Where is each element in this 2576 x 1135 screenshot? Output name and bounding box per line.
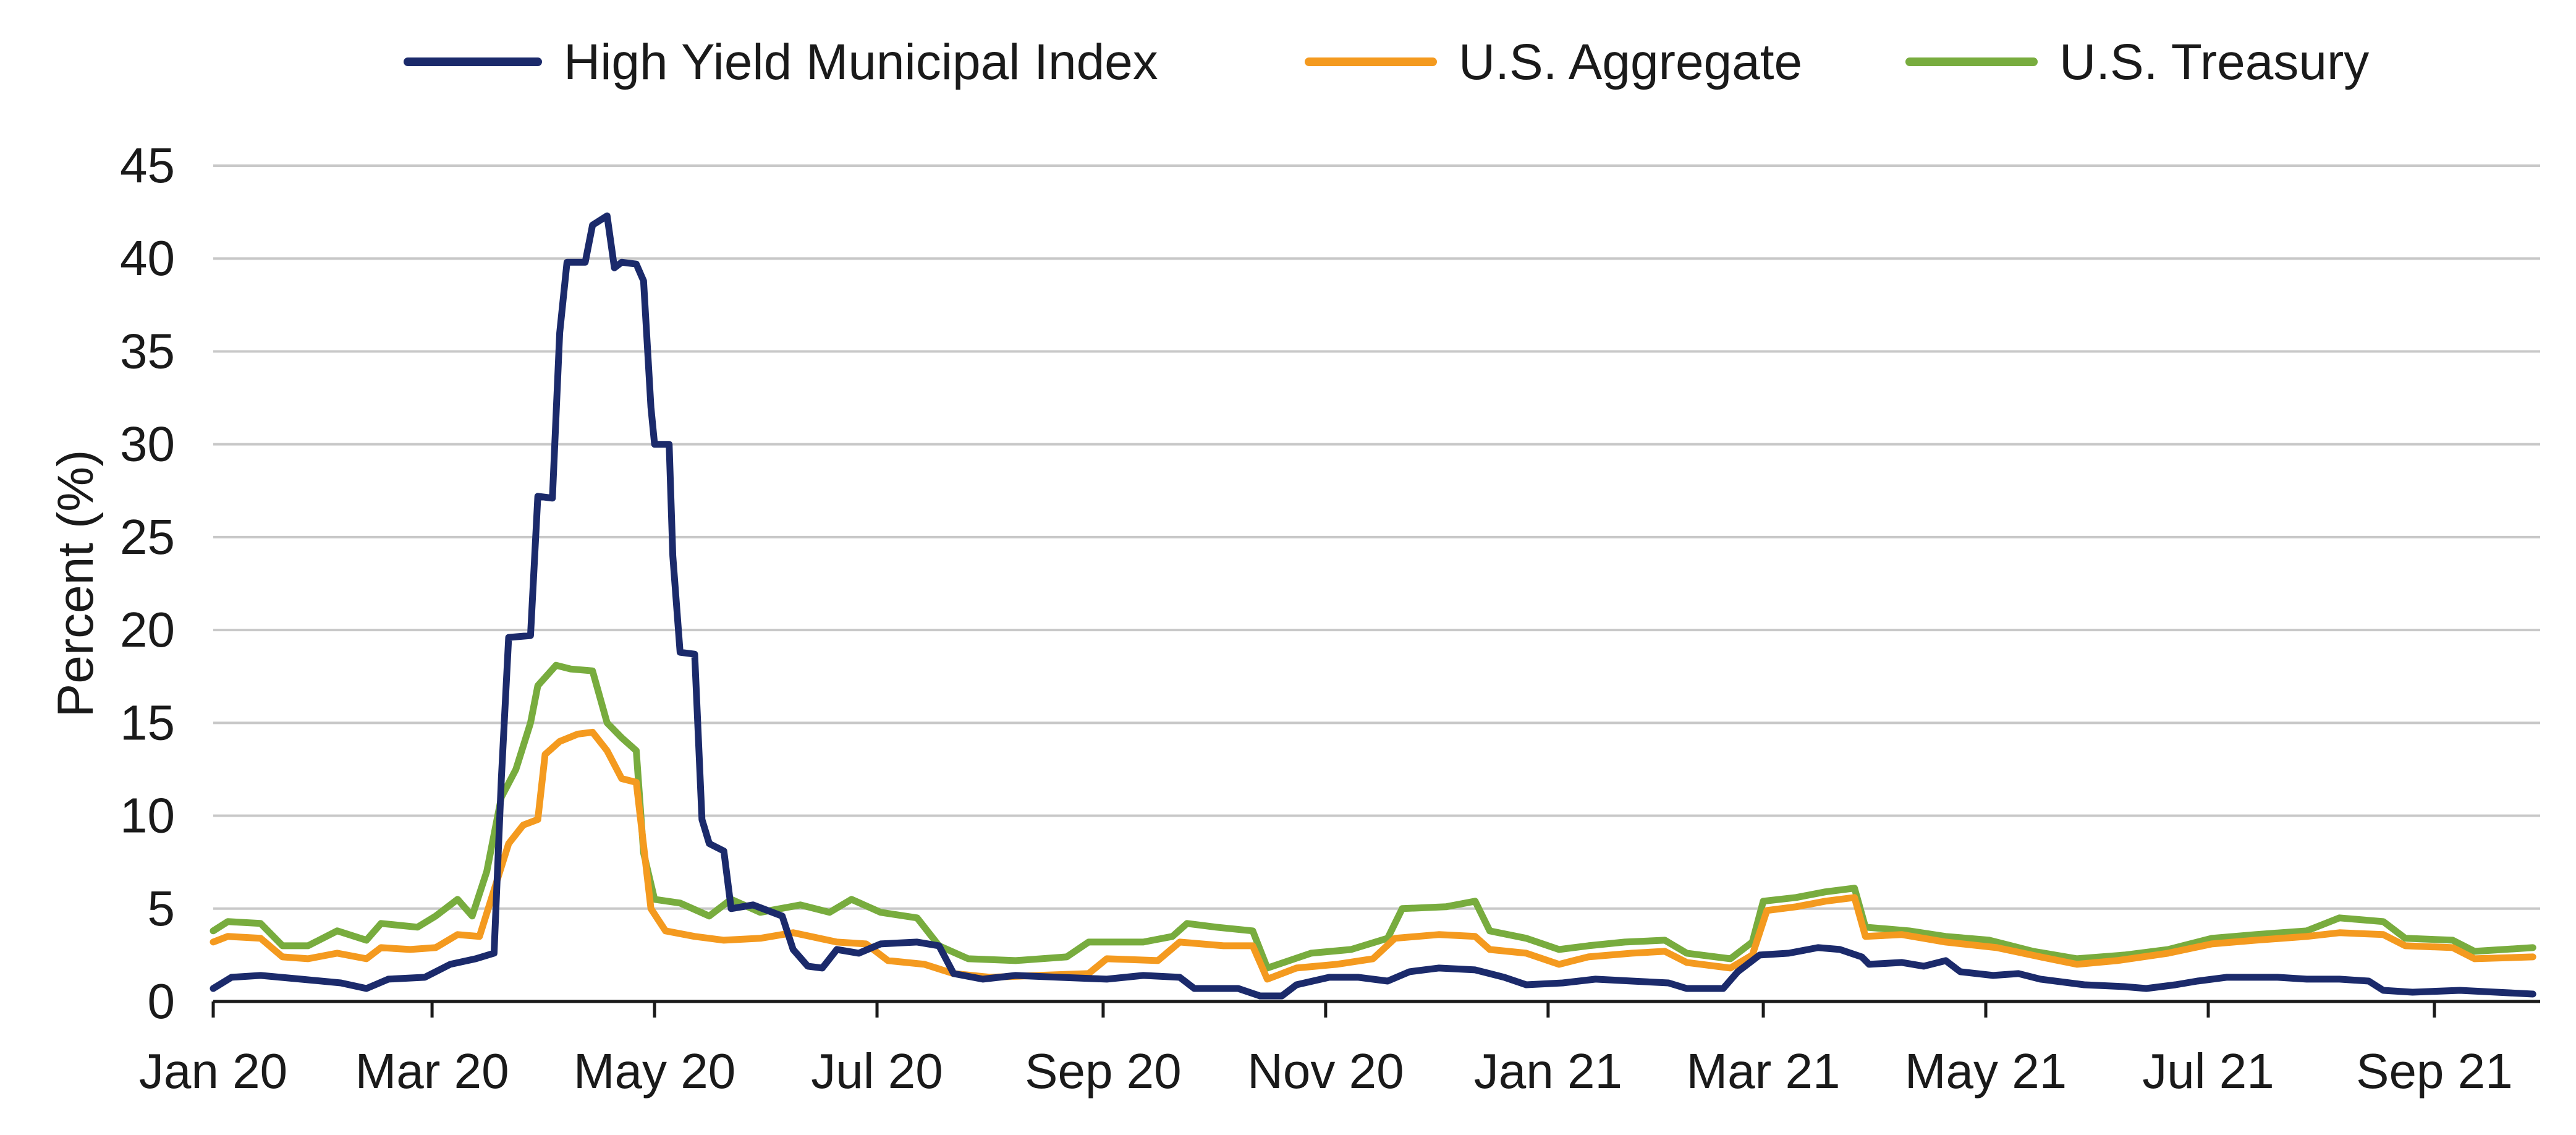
- x-tick-label: Jul 21: [2142, 1044, 2274, 1099]
- chart-series: [210, 212, 2536, 1000]
- y-axis-label: Percent (%): [48, 450, 104, 718]
- y-tick-label: 0: [148, 974, 176, 1029]
- y-axis-ticks: 0 5 10 15 20 25 30 35 40 45: [120, 138, 175, 1029]
- x-tick-label: May 20: [574, 1044, 735, 1099]
- series-line-u-s-treasury: [210, 661, 2536, 972]
- x-tick-label: Nov 20: [1247, 1044, 1404, 1099]
- x-tick-label: Jan 20: [139, 1044, 287, 1099]
- x-tick-label: May 21: [1905, 1044, 2067, 1099]
- y-tick-label: 5: [148, 881, 176, 936]
- y-tick-label: 15: [120, 695, 175, 750]
- x-tick-label: Mar 21: [1687, 1044, 1841, 1099]
- x-tick-label: Sep 20: [1025, 1044, 1182, 1099]
- x-tick-label: Jan 21: [1474, 1044, 1622, 1099]
- x-tick-label: Jul 20: [811, 1044, 943, 1099]
- y-tick-label: 35: [120, 323, 175, 378]
- y-tick-label: 20: [120, 602, 175, 657]
- y-tick-label: 45: [120, 138, 175, 193]
- y-tick-label: 25: [120, 509, 175, 564]
- x-axis-ticks: Jan 20 Mar 20 May 20 Jul 20 Sep 20 Nov 20 Jan …: [139, 1001, 2513, 1099]
- series-line-u-s-aggregate: [210, 728, 2536, 983]
- y-tick-label: 10: [120, 788, 175, 843]
- series-line-high-yield-municipal-index: [210, 212, 2536, 1000]
- legend-label: High Yield Municipal Index: [564, 34, 1158, 90]
- legend-label: U.S. Aggregate: [1459, 34, 1802, 90]
- x-tick-label: Mar 20: [355, 1044, 509, 1099]
- chart-legend: High Yield Municipal Index U.S. Aggregate…: [404, 34, 2369, 90]
- legend-label: U.S. Treasury: [2059, 34, 2369, 90]
- y-tick-label: 30: [120, 417, 175, 472]
- x-tick-label: Sep 21: [2356, 1044, 2513, 1099]
- y-tick-label: 40: [120, 231, 175, 286]
- chart-gridlines: [213, 164, 2540, 910]
